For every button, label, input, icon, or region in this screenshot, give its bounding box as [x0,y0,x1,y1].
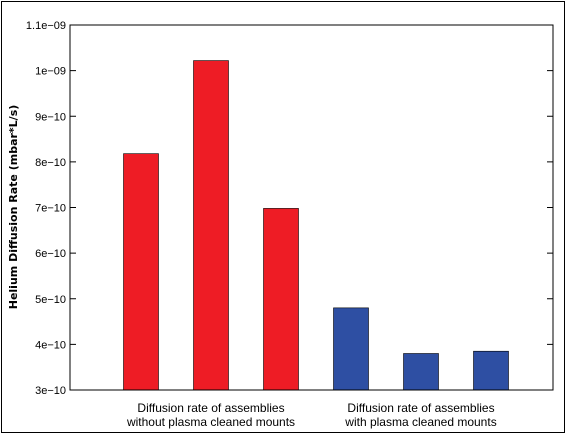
y-axis-ticks: 3e−10 4e−10 5e−10 6e−10 7e−10 8e−10 9e−10 1e−09… [26,20,553,397]
y-axis-title: Helium Diffusion Rate (mbar*L/s) [7,105,20,310]
y-tick-label: 5e−10 [35,294,66,306]
bar-group2-2 [403,353,439,391]
group-label-line: without plasma cleaned mounts [126,415,295,429]
y-tick-label: 1e−09 [35,66,66,78]
group-label-line: Diffusion rate of assemblies [347,401,494,415]
bar-group2-3 [473,350,509,391]
y-tick-label: 7e−10 [35,203,66,215]
y-tick-label: 9e−10 [35,111,66,123]
group-label-line: with plasma cleaned mounts [344,415,496,429]
bar-group2-1 [333,307,369,391]
y-tick-label: 6e−10 [35,248,66,260]
y-tick-label: 1.1e−09 [26,20,66,32]
y-tick-label: 4e−10 [35,339,66,351]
bar-group1-1 [123,153,159,391]
y-tick-label: 8e−10 [35,157,66,169]
y-tick-label: 3e−10 [35,385,66,397]
plot-area [69,24,554,391]
bar-group1-2 [193,60,229,391]
bars [123,60,509,391]
group-label-line: Diffusion rate of assemblies [137,401,284,415]
bar-group1-3 [263,208,299,391]
